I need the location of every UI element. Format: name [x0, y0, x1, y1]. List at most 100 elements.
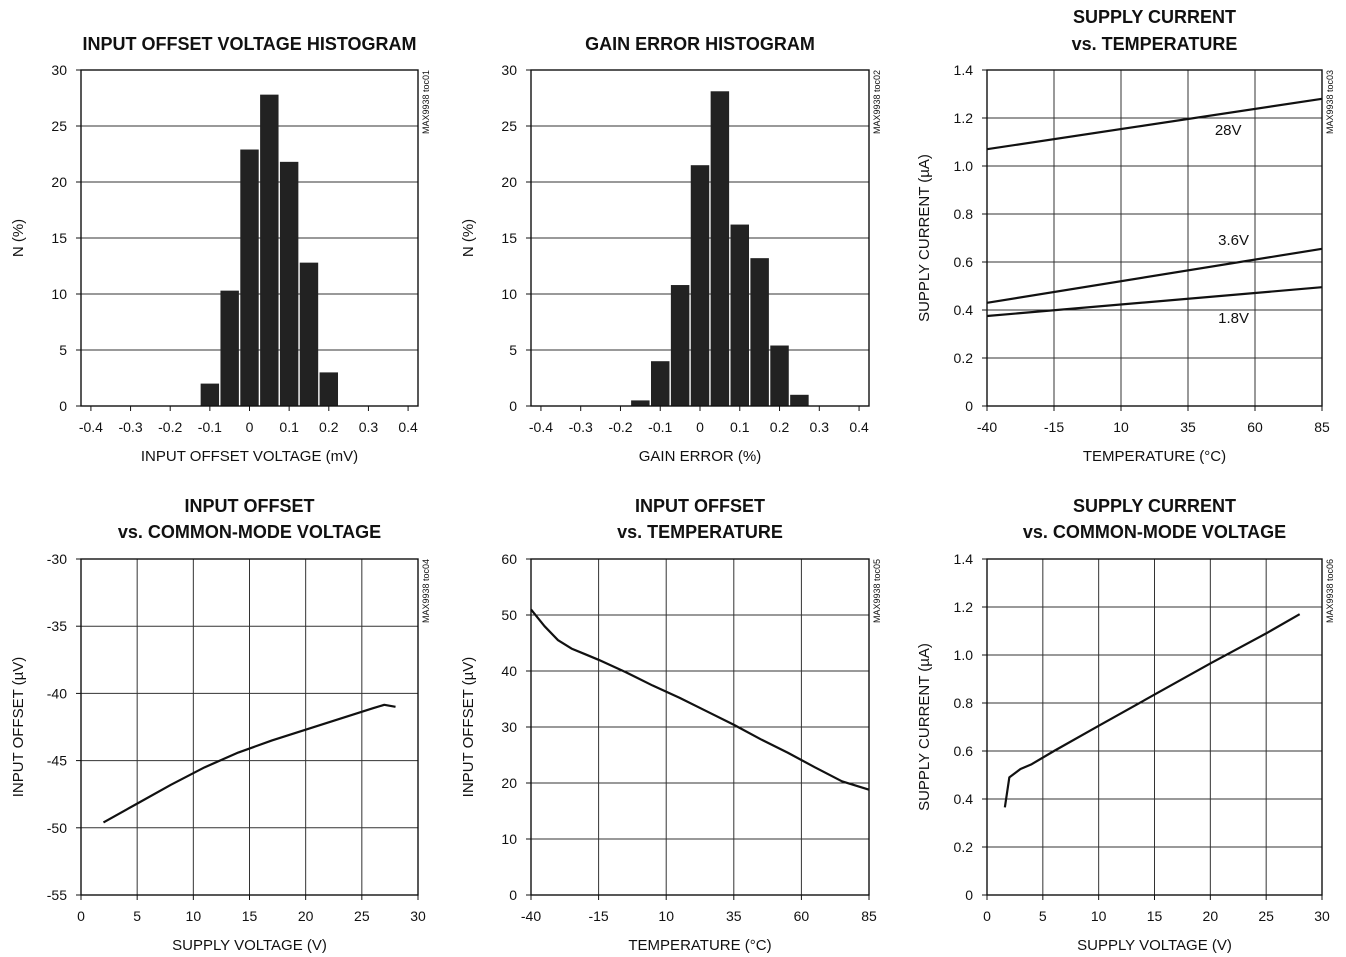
- x-tick-label: 0.4: [398, 419, 418, 435]
- y-tick-label: 20: [501, 174, 517, 190]
- chart-toc04: INPUT OFFSET vs. COMMON-MODE VOLTAGE -55 -5…: [10, 496, 431, 954]
- y-tick-label: 30: [51, 62, 67, 78]
- x-tick-label: 0.1: [730, 419, 750, 435]
- histogram-bar: [319, 372, 339, 406]
- x-tick-label: 20: [298, 908, 314, 924]
- x-tick-label: -0.3: [118, 419, 142, 435]
- series-label: 1.8V: [1218, 310, 1249, 327]
- y-tick-label: -50: [47, 820, 67, 836]
- y-tick-label: 25: [51, 118, 67, 134]
- y-tick-label: 25: [501, 118, 517, 134]
- figure-code: MAX9938 toc06: [1325, 559, 1335, 623]
- histogram-bar: [770, 345, 789, 406]
- x-tick-label: -0.1: [648, 419, 672, 435]
- x-tick-label: -0.4: [529, 419, 553, 435]
- y-tick-label: -40: [47, 685, 67, 701]
- x-tick-label: -15: [1044, 419, 1064, 435]
- series-label: 3.6V: [1218, 232, 1249, 249]
- chart-toc05: INPUT OFFSET vs. TEMPERATURE 0 10 20 30 40 50 60…: [460, 496, 882, 954]
- histogram-bar: [220, 290, 239, 406]
- x-tick-label: 5: [133, 908, 141, 924]
- x-axis-label: TEMPERATURE (°C): [1083, 448, 1226, 465]
- chart-toc03: SUPPLY CURRENT vs. TEMPERATURE 28V 3.6V 1.8V…: [916, 7, 1335, 465]
- x-tick-label: 0.1: [279, 419, 299, 435]
- x-tick-label: 60: [1247, 419, 1263, 435]
- figure-code: MAX9938 toc02: [872, 70, 882, 134]
- figure-code: MAX9938 toc03: [1325, 70, 1335, 134]
- y-tick-label: 15: [51, 230, 67, 246]
- x-tick-label: 0: [246, 419, 254, 435]
- y-tick-label: 40: [501, 663, 517, 679]
- series-line: [102, 703, 396, 824]
- histogram-bar: [650, 361, 670, 406]
- y-axis-label: INPUT OFFSET (µV): [10, 657, 27, 798]
- y-tick-label: 0.8: [954, 695, 974, 711]
- histogram-bar: [240, 149, 259, 406]
- histogram-bar: [730, 224, 750, 406]
- y-tick-label: 10: [501, 286, 517, 302]
- x-tick-label: 10: [1113, 419, 1129, 435]
- chart-toc01: INPUT OFFSET VOLTAGE HISTOGRAM 0 5 10 15 20 25…: [10, 34, 431, 465]
- y-tick-label: 30: [501, 62, 517, 78]
- figure-code: MAX9938 toc01: [421, 70, 431, 134]
- y-tick-label: 20: [501, 775, 517, 791]
- series-line: [1003, 613, 1301, 808]
- x-tick-label: -0.2: [608, 419, 632, 435]
- y-tick-label: 0.8: [954, 206, 974, 222]
- x-tick-label: 35: [726, 908, 742, 924]
- histogram-bar: [670, 285, 690, 406]
- histogram-bar: [710, 91, 730, 406]
- x-axis-label: GAIN ERROR (%): [639, 448, 762, 465]
- y-axis-label: N (%): [10, 219, 27, 257]
- x-tick-label: 0.2: [770, 419, 790, 435]
- series-line: [986, 97, 1323, 151]
- x-tick-label: 20: [1203, 908, 1219, 924]
- y-tick-label: 0.4: [954, 302, 974, 318]
- x-tick-label: 15: [1147, 908, 1163, 924]
- y-tick-label: 0: [509, 887, 517, 903]
- y-tick-label: 20: [51, 174, 67, 190]
- x-tick-label: 25: [1258, 908, 1274, 924]
- chart-title: SUPPLY CURRENT: [1073, 496, 1236, 516]
- y-tick-label: 1.0: [954, 647, 974, 663]
- y-tick-label: 0.6: [954, 254, 974, 270]
- y-axis-label: SUPPLY CURRENT (µA): [916, 154, 933, 322]
- x-axis-label: TEMPERATURE (°C): [628, 937, 771, 954]
- x-axis-label: SUPPLY VOLTAGE (V): [1077, 937, 1232, 954]
- x-tick-label: -0.1: [198, 419, 222, 435]
- y-tick-label: -45: [47, 753, 67, 769]
- y-tick-label: 0: [965, 887, 973, 903]
- x-tick-label: -40: [977, 419, 997, 435]
- y-tick-label: 0: [59, 398, 67, 414]
- chart-title: vs. TEMPERATURE: [1072, 34, 1238, 54]
- x-tick-label: 0: [77, 908, 85, 924]
- x-tick-label: 5: [1039, 908, 1047, 924]
- chart-title: GAIN ERROR HISTOGRAM: [585, 34, 815, 54]
- y-axis-label: INPUT OFFSET (µV): [460, 657, 477, 798]
- y-tick-label: 1.4: [954, 62, 974, 78]
- histogram-bar: [200, 383, 220, 406]
- x-tick-label: 10: [1091, 908, 1107, 924]
- x-tick-label: -0.3: [569, 419, 593, 435]
- histogram-bar: [279, 161, 299, 406]
- x-tick-label: -15: [588, 908, 608, 924]
- histogram-bar: [690, 165, 710, 406]
- chart-title: INPUT OFFSET: [185, 496, 315, 516]
- chart-toc02: GAIN ERROR HISTOGRAM 0 5 10 15 20 25 30 -0.4 -0.3…: [460, 34, 882, 465]
- y-tick-label: 0.2: [954, 839, 974, 855]
- y-tick-label: 60: [501, 551, 517, 567]
- y-tick-label: 5: [509, 342, 517, 358]
- histogram-bar: [299, 262, 319, 406]
- chart-toc06: SUPPLY CURRENT vs. COMMON-MODE VOLTAGE 0 0.…: [916, 496, 1335, 954]
- y-tick-label: -35: [47, 618, 67, 634]
- x-tick-label: -0.2: [158, 419, 182, 435]
- x-tick-label: 0.3: [810, 419, 830, 435]
- x-tick-label: 10: [186, 908, 202, 924]
- y-tick-label: 30: [501, 719, 517, 735]
- x-axis-label: INPUT OFFSET VOLTAGE (mV): [141, 448, 358, 465]
- x-tick-label: 0.3: [359, 419, 379, 435]
- y-tick-label: 1.2: [954, 599, 974, 615]
- y-tick-label: 0.4: [954, 791, 974, 807]
- y-tick-label: 0.2: [954, 350, 974, 366]
- x-tick-label: 85: [861, 908, 877, 924]
